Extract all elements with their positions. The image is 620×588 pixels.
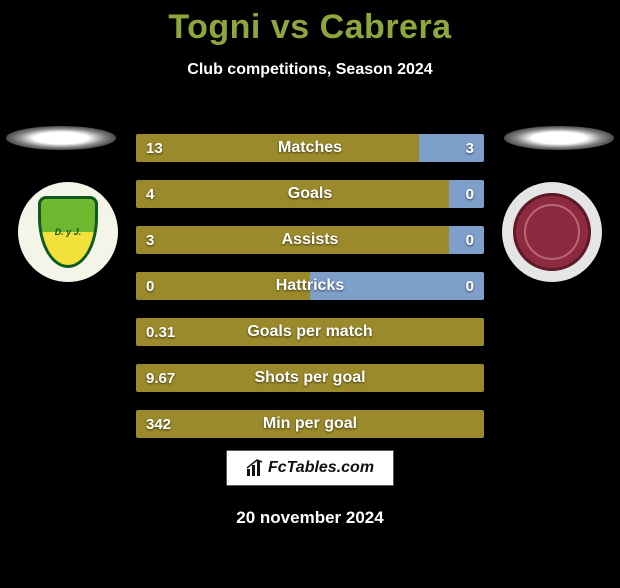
page-title: Togni vs Cabrera	[0, 8, 620, 47]
date-text: 20 november 2024	[0, 508, 620, 528]
left-crest-text: D. y J.	[55, 227, 82, 237]
stat-label: Matches	[136, 134, 484, 162]
subtitle: Club competitions, Season 2024	[0, 61, 620, 79]
comparison-area: D. y J. 133Matches 40Goals 30Assists 00Hatt…	[0, 126, 620, 446]
stat-row: 342Min per goal	[136, 410, 484, 438]
left-team-badge: D. y J.	[18, 182, 118, 282]
left-shadow-ellipse	[6, 126, 116, 150]
stat-label: Goals	[136, 180, 484, 208]
watermark-badge: FcTables.com	[226, 450, 394, 486]
stat-label: Min per goal	[136, 410, 484, 438]
stat-bars: 133Matches 40Goals 30Assists 00Hattricks 0.3…	[136, 134, 484, 456]
stat-row: 0.31Goals per match	[136, 318, 484, 346]
watermark-text: FcTables.com	[268, 459, 374, 477]
right-crest-icon	[513, 193, 591, 271]
stat-row: 00Hattricks	[136, 272, 484, 300]
stat-label: Goals per match	[136, 318, 484, 346]
chart-icon	[246, 459, 264, 477]
left-crest-icon: D. y J.	[38, 196, 98, 268]
stat-row: 133Matches	[136, 134, 484, 162]
stat-label: Assists	[136, 226, 484, 254]
stat-row: 30Assists	[136, 226, 484, 254]
right-team-badge	[502, 182, 602, 282]
stat-row: 9.67Shots per goal	[136, 364, 484, 392]
stat-label: Shots per goal	[136, 364, 484, 392]
right-shadow-ellipse	[504, 126, 614, 150]
stat-label: Hattricks	[136, 272, 484, 300]
stat-row: 40Goals	[136, 180, 484, 208]
